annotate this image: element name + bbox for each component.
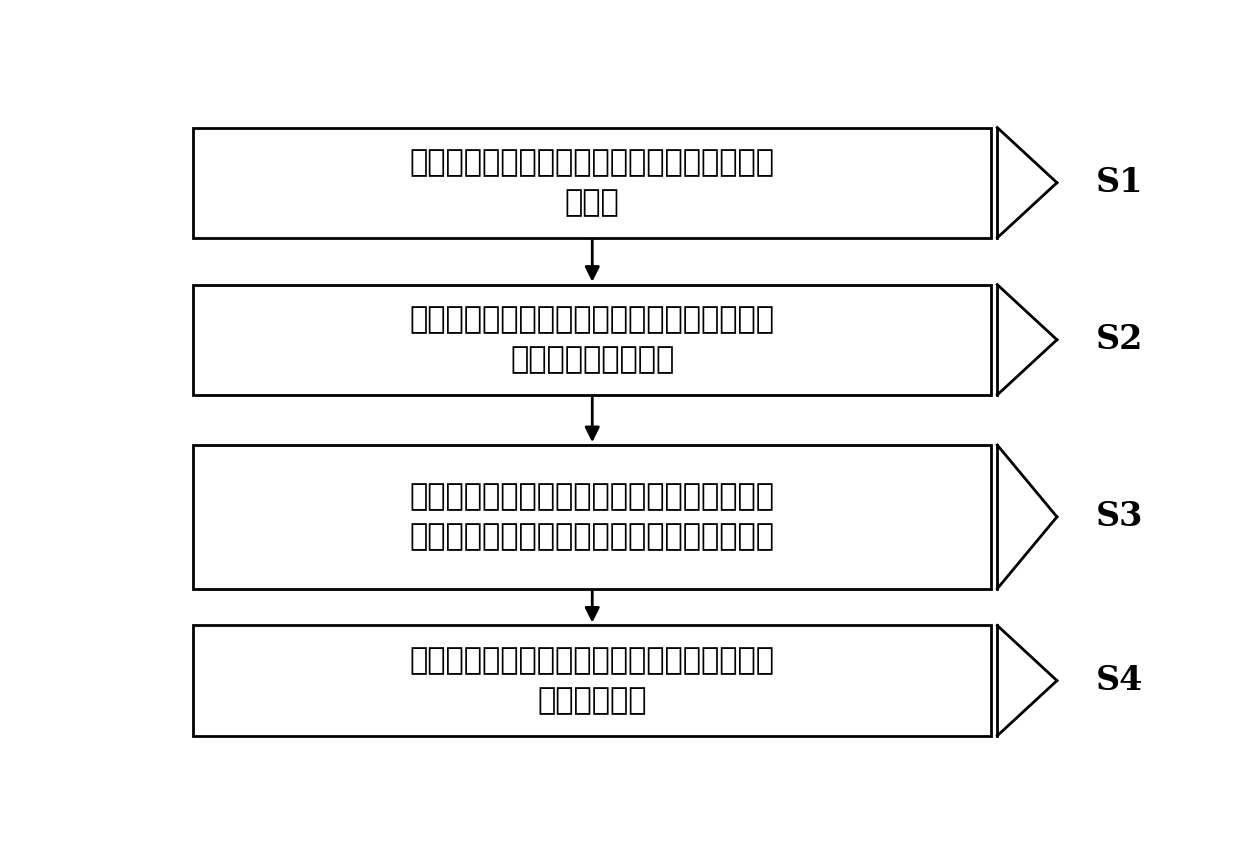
Bar (193, 626, 991, 736)
Text: 在工作流体中加入适量的高分子聚合物，使之
具有非牛顿流体效应: 在工作流体中加入适量的高分子聚合物，使之 具有非牛顿流体效应 (409, 305, 775, 374)
Bar (193, 445, 991, 589)
Text: 制备含有待聚焦和分离微纳米颗粒和细胞的工
作流体: 制备含有待聚焦和分离微纳米颗粒和细胞的工 作流体 (409, 148, 775, 218)
Text: 在工作流体不同的流速下追踪微纳米颗粒和细
胞流出时的运动行为，以评价聚焦和分离效果: 在工作流体不同的流速下追踪微纳米颗粒和细 胞流出时的运动行为，以评价聚焦和分离效… (409, 482, 775, 552)
Text: S4: S4 (1096, 664, 1143, 697)
Text: 通过理论模型和数值模拟优化微通道和出口的
几何参数设计: 通过理论模型和数值模拟优化微通道和出口的 几何参数设计 (409, 646, 775, 715)
Text: S2: S2 (1096, 323, 1143, 356)
Bar (193, 285, 991, 395)
Text: S3: S3 (1096, 500, 1143, 533)
Text: S1: S1 (1096, 166, 1143, 199)
Bar (193, 128, 991, 238)
